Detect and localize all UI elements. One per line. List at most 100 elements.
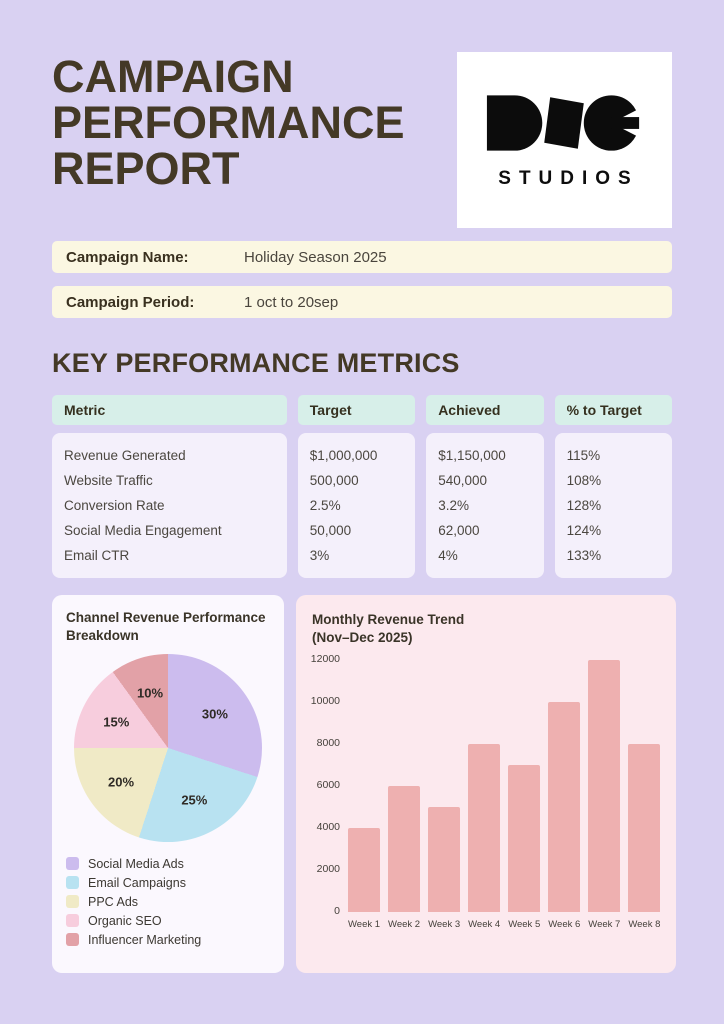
bar: [348, 828, 381, 913]
table-cell: $1,150,000: [438, 448, 506, 463]
table-cell: Social Media Engagement: [64, 523, 222, 538]
x-axis-label: Week 8: [628, 919, 661, 931]
x-axis-label: Week 2: [388, 919, 421, 931]
report-title-line: CAMPAIGN: [52, 51, 294, 102]
bar-chart-title: Monthly Revenue Trend (Nov–Dec 2025): [312, 611, 660, 646]
table-cell: 2.5%: [309, 498, 341, 513]
bar: [548, 702, 581, 913]
table-header-cell: Achieved: [426, 395, 544, 425]
bar-chart-title-line: (Nov–Dec 2025): [312, 629, 413, 645]
pie-chart: 30% 25% 20% 15% 10%: [74, 654, 262, 843]
table-cell: Revenue Generated: [64, 448, 186, 463]
legend-item: PPC Ads: [66, 892, 270, 911]
table-cell: 62,000: [438, 523, 480, 538]
x-axis-label: Week 5: [508, 919, 541, 931]
table-header-cell: Metric: [52, 395, 287, 425]
table-cell: 108%: [566, 473, 602, 488]
bar-column: Week 1: [348, 660, 381, 931]
table-cell: 3%: [309, 548, 330, 563]
pie-chart-wrap: 30% 25% 20% 15% 10%: [66, 654, 270, 843]
y-axis-label: 4000: [316, 821, 340, 834]
bar-chart-title-line: Monthly Revenue Trend: [312, 612, 465, 627]
table-cell: 4%: [438, 548, 458, 563]
legend-label: Influencer Marketing: [88, 932, 202, 947]
bar-card: Monthly Revenue Trend (Nov–Dec 2025) 0 20…: [296, 595, 677, 973]
y-axis-label: 6000: [316, 779, 340, 792]
campaign-period-label: Campaign Period:: [66, 293, 195, 311]
charts-row: Channel Revenue Performance Breakdown 30…: [52, 595, 677, 973]
bar: [628, 744, 661, 913]
table-column: $1,000,000 500,000 2.5% 50,000 3%: [297, 433, 416, 578]
table-cell: 128%: [566, 498, 602, 513]
campaign-name-label: Campaign Name:: [66, 248, 189, 266]
bar: [588, 660, 621, 913]
report-header: CAMPAIGN PERFORMANCE REPORT STUDIOS: [52, 52, 672, 228]
legend-label: PPC Ads: [88, 894, 139, 909]
bar-y-axis: 0 2000 4000 6000 8000 10000 12000: [310, 653, 348, 917]
legend-label: Email Campaigns: [88, 875, 186, 890]
bar-column: Week 3: [428, 660, 461, 931]
table-column: Revenue Generated Website Traffic Conversi…: [52, 433, 287, 578]
metrics-header-row: Metric Target Achieved % to Target: [52, 395, 672, 425]
legend-swatch: [66, 857, 79, 871]
legend-label: Organic SEO: [88, 913, 162, 928]
bar-column: Week 4: [468, 660, 501, 931]
x-axis-label: Week 7: [588, 919, 621, 931]
table-cell: 115%: [566, 448, 601, 463]
bar-column: Week 6: [548, 660, 581, 931]
table-cell: $1,000,000: [309, 448, 378, 463]
metrics-body: Revenue Generated Website Traffic Conversi…: [52, 433, 672, 578]
report-title-line: REPORT: [52, 142, 240, 194]
y-axis-label: 10000: [310, 695, 340, 708]
bar-column: Week 5: [508, 660, 541, 931]
pie-slice-label: 15%: [103, 714, 130, 730]
table-cell: 133%: [566, 548, 602, 563]
table-column: $1,150,000 540,000 3.2% 62,000 4%: [426, 433, 544, 578]
legend-item: Influencer Marketing: [66, 930, 270, 949]
legend-item: Organic SEO: [66, 911, 270, 930]
legend-item: Email Campaigns: [66, 873, 270, 892]
x-axis-label: Week 1: [348, 919, 381, 931]
bar: [428, 807, 461, 913]
bar-plot: Week 1 Week 2 Week 3 Week 4 Week 5 Week 6 Week…: [348, 660, 661, 931]
table-cell: Email CTR: [64, 548, 130, 563]
table-cell: 540,000: [438, 473, 487, 488]
table-cell: Conversion Rate: [64, 498, 165, 513]
logo-subtitle: STUDIOS: [498, 167, 639, 189]
x-axis-label: Week 4: [468, 919, 501, 931]
legend-swatch: [66, 933, 79, 947]
legend-item: Social Media Ads: [66, 854, 270, 873]
pie-chart-title: Channel Revenue Performance Breakdown: [66, 610, 266, 643]
bar: [388, 786, 421, 913]
table-cell: Website Traffic: [64, 473, 153, 488]
bar-chart: 0 2000 4000 6000 8000 10000 12000 Week 1 Week 2…: [310, 653, 661, 931]
legend-label: Social Media Ads: [88, 856, 184, 871]
x-axis-label: Week 6: [548, 919, 581, 931]
dog-logo-icon: [486, 94, 642, 151]
legend-swatch: [66, 876, 79, 890]
logo-card: STUDIOS: [457, 52, 672, 228]
pie-card: Channel Revenue Performance Breakdown 30…: [52, 595, 284, 973]
metrics-table: Metric Target Achieved % to Target Revenue …: [52, 395, 672, 578]
campaign-name-value: Holiday Season 2025: [244, 248, 387, 266]
y-axis-label: 2000: [316, 863, 340, 876]
y-axis-label: 0: [334, 905, 340, 918]
pie-slice-label: 25%: [181, 792, 208, 808]
table-header-cell: Target: [297, 395, 416, 425]
table-column: 115% 108% 128% 124% 133%: [554, 433, 672, 578]
pie-slice-label: 20%: [108, 774, 135, 790]
bar: [508, 765, 541, 913]
campaign-name-row: Campaign Name: Holiday Season 2025: [52, 241, 672, 273]
bar-column: Week 7: [588, 660, 621, 931]
table-cell: 500,000: [309, 473, 359, 488]
y-axis-label: 12000: [310, 653, 340, 666]
campaign-period-row: Campaign Period: 1 oct to 20sep: [52, 286, 672, 318]
bar-column: Week 2: [388, 660, 421, 931]
legend-swatch: [66, 914, 79, 928]
table-cell: 50,000: [309, 523, 352, 538]
pie-slice-label: 30%: [201, 706, 228, 722]
x-axis-label: Week 3: [428, 919, 461, 931]
legend-swatch: [66, 895, 79, 909]
campaign-period-value: 1 oct to 20sep: [244, 293, 339, 311]
